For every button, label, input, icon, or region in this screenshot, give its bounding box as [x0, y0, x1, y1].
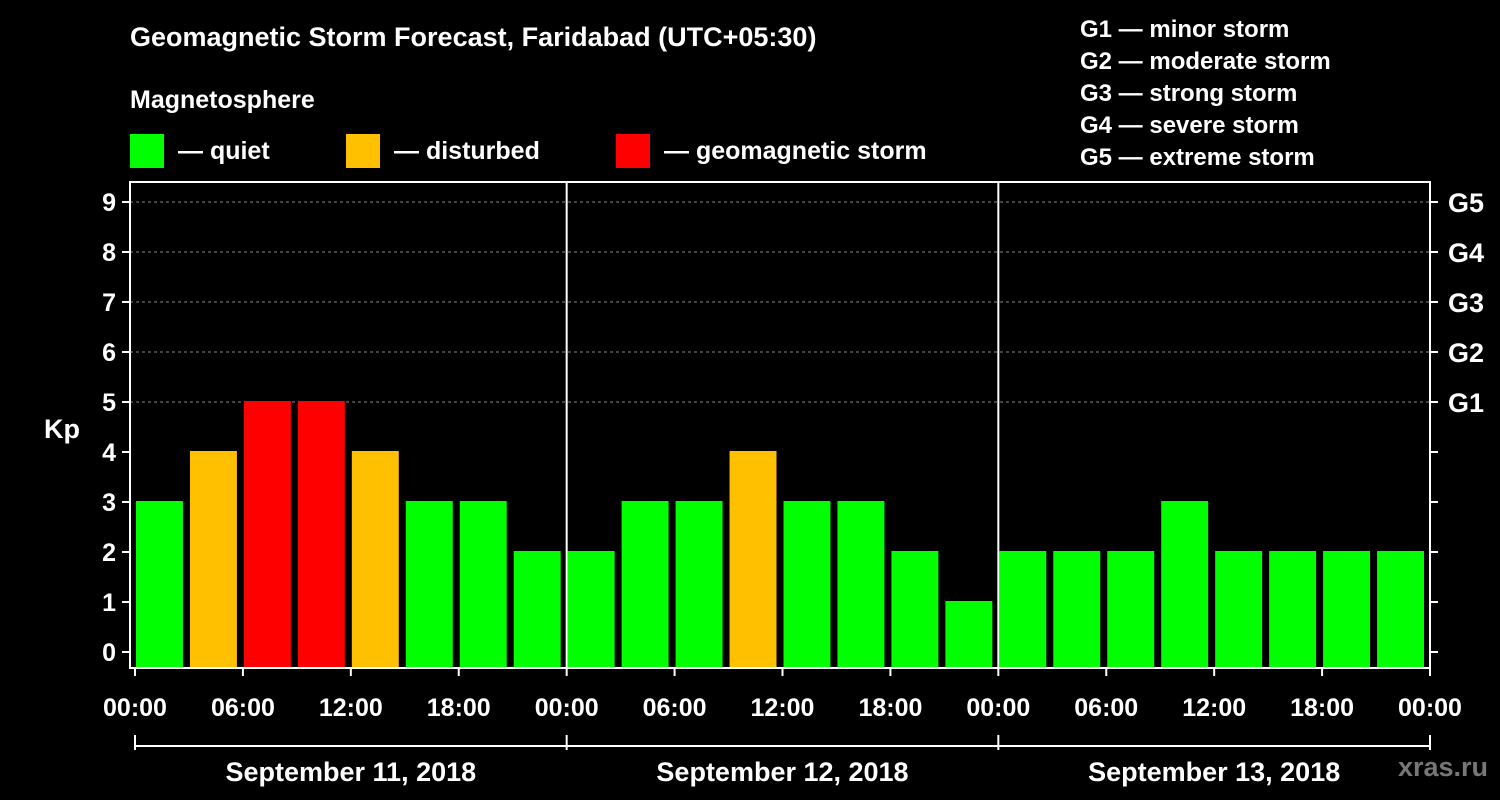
- day-label: September 13, 2018: [1088, 757, 1340, 787]
- g-axis-label: G2: [1448, 338, 1484, 368]
- g-scale-legend: G1 — minor storm G2 — moderate storm G3 …: [1080, 14, 1331, 174]
- legend-item-quiet: — quiet: [130, 134, 270, 168]
- g-scale-item-g5: G5 — extreme storm: [1080, 144, 1315, 171]
- kp-bar: [1323, 551, 1371, 668]
- kp-bar: [297, 401, 345, 668]
- legend-swatch-quiet: [130, 134, 164, 168]
- g-axis-label: G5: [1448, 188, 1484, 218]
- x-tick-label: 12:00: [319, 694, 383, 722]
- kp-bar: [243, 401, 291, 668]
- g-axis-label: G3: [1448, 288, 1484, 318]
- x-tick-label: 06:00: [1074, 694, 1138, 722]
- y-tick-label: 2: [102, 539, 116, 567]
- y-tick-label: 0: [102, 639, 116, 667]
- kp-bar: [136, 501, 183, 668]
- y-tick-label: 8: [102, 239, 116, 267]
- x-tick-label: 00:00: [103, 694, 167, 722]
- x-tick-label: 18:00: [1290, 694, 1354, 722]
- g-scale-item-g1: G1 — minor storm: [1080, 16, 1290, 43]
- kp-bar: [945, 601, 993, 668]
- y-tick-label: 1: [102, 589, 116, 617]
- legend-swatch-disturbed: [346, 134, 380, 168]
- x-tick-label: 00:00: [966, 694, 1030, 722]
- kp-bar: [729, 451, 777, 668]
- x-tick-label: 00:00: [1398, 694, 1462, 722]
- legend-label-quiet: — quiet: [178, 136, 270, 165]
- g-axis-label: G4: [1448, 238, 1484, 268]
- y-tick-label: 4: [102, 439, 116, 467]
- kp-bar: [513, 551, 561, 668]
- x-tick-label: 06:00: [211, 694, 275, 722]
- kp-bar: [675, 501, 723, 668]
- watermark: xras.ru: [1397, 752, 1488, 782]
- g-axis-label: G1: [1448, 388, 1484, 418]
- legend-heading: Magnetosphere: [130, 86, 315, 114]
- kp-bar: [621, 501, 669, 668]
- y-tick-label: 5: [102, 389, 116, 417]
- kp-bar: [1053, 551, 1101, 668]
- x-tick-label: 12:00: [1182, 694, 1246, 722]
- g-scale-item-g2: G2 — moderate storm: [1080, 48, 1331, 75]
- kp-bar: [1269, 551, 1317, 668]
- kp-bar: [189, 451, 237, 668]
- y-axis-label: Kp: [44, 414, 80, 444]
- kp-bar: [405, 501, 453, 668]
- legend-item-disturbed: — disturbed: [346, 134, 540, 168]
- g-scale-item-g4: G4 — severe storm: [1080, 112, 1299, 139]
- kp-bar: [1107, 551, 1155, 668]
- kp-bar: [1377, 551, 1424, 668]
- legend-label-storm: — geomagnetic storm: [664, 136, 927, 165]
- day-label: September 11, 2018: [225, 757, 476, 787]
- legend-label-disturbed: — disturbed: [394, 136, 540, 165]
- y-tick-label: 6: [102, 339, 116, 367]
- x-tick-label: 18:00: [427, 694, 491, 722]
- x-tick-label: 06:00: [643, 694, 707, 722]
- kp-bar: [783, 501, 831, 668]
- kp-bar: [1215, 551, 1263, 668]
- g-scale-item-g3: G3 — strong storm: [1080, 80, 1298, 107]
- kp-bar: [891, 551, 939, 668]
- x-tick-label: 18:00: [858, 694, 922, 722]
- day-label: September 12, 2018: [656, 757, 908, 787]
- kp-bar: [567, 551, 615, 668]
- plot-frame: [129, 181, 1431, 669]
- y-tick-label: 3: [102, 489, 116, 517]
- kp-bar: [1161, 501, 1209, 668]
- kp-bar: [459, 501, 507, 668]
- kp-bar: [999, 551, 1047, 668]
- legend-item-storm: — geomagnetic storm: [616, 134, 927, 168]
- x-tick-label: 00:00: [535, 694, 599, 722]
- y-tick-label: 9: [102, 189, 116, 217]
- kp-bar: [837, 501, 885, 668]
- y-tick-label: 7: [102, 289, 116, 317]
- x-tick-label: 12:00: [751, 694, 815, 722]
- kp-bar: [351, 451, 399, 668]
- legend-swatch-storm: [616, 134, 650, 168]
- page-title: Geomagnetic Storm Forecast, Faridabad (U…: [130, 22, 817, 52]
